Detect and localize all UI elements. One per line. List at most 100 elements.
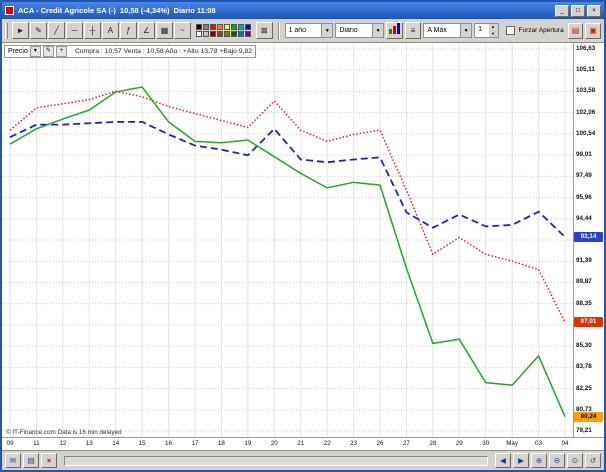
bottom-toolbar: ✉ ▤ × ◀ ▶ ⊕ ⊖ ⊙ ↺ — [2, 450, 604, 470]
palette-swatch[interactable] — [195, 24, 202, 30]
date-label: 28 — [429, 440, 437, 447]
line-tool[interactable]: ╱ — [47, 22, 65, 39]
series-comparison-red — [9, 90, 566, 323]
time-axis[interactable]: 09 11 12 13 14 15 16 17 18 19 20 21 22 23 26 27 28 29 30 Ma… — [2, 437, 604, 450]
palette-swatch[interactable] — [202, 24, 209, 30]
horizontal-scrollbar[interactable] — [64, 455, 488, 466]
trash-button[interactable]: ⊠ — [255, 22, 273, 39]
price-tick-label: 85,30 — [576, 342, 592, 350]
zoom-fit-icon: ⊙ — [571, 455, 579, 465]
legend-edit-button[interactable]: ✎ — [42, 46, 54, 57]
pen-tool[interactable]: ✎ — [29, 22, 47, 39]
interval-spinner[interactable]: 1 ▲ ▼ — [474, 23, 499, 38]
email-button[interactable]: ✉ — [5, 453, 21, 468]
last-price-tag: 87,01 — [574, 317, 603, 328]
force-open-checkbox[interactable] — [505, 26, 515, 35]
maximize-button[interactable]: □ — [571, 4, 585, 17]
toolbar-separator — [277, 21, 280, 40]
indicator-button[interactable]: ≡ — [404, 22, 422, 39]
window-mode: Diario 11:08 — [173, 6, 216, 15]
price-tick-label: 88,35 — [576, 299, 592, 307]
palette-swatch[interactable] — [230, 24, 237, 30]
palette-swatch[interactable] — [202, 31, 209, 37]
date-label: 15 — [138, 440, 146, 447]
price-tick-label: 106,63 — [576, 44, 596, 52]
channel-tool[interactable]: ∠ — [137, 22, 155, 39]
scroll-right-button[interactable]: ▶ — [513, 453, 529, 468]
range-select[interactable]: 1 año ▼ — [284, 23, 334, 38]
legend-dropdown-button[interactable]: ▾ — [29, 46, 41, 57]
horizontal-line-tool-icon: ─ — [71, 25, 78, 35]
date-label: 18 — [217, 440, 225, 447]
date-label: 29 — [455, 440, 463, 447]
fibonacci-tool-icon: ƒ — [126, 25, 131, 35]
palette-swatch[interactable] — [223, 24, 230, 30]
trash-icon: ⊠ — [260, 25, 268, 35]
spinner-up-icon[interactable]: ▲ — [488, 24, 498, 31]
detach-button[interactable]: ▣ — [585, 22, 601, 39]
palette-swatch[interactable] — [209, 24, 216, 30]
zoom-in-button[interactable]: ⊕ — [531, 453, 547, 468]
toolbar-grip[interactable] — [5, 22, 8, 39]
alerts-icon: ▤ — [571, 26, 580, 35]
crosshair-tool-icon: ┼ — [89, 25, 96, 35]
chevron-down-icon: ▼ — [460, 24, 472, 37]
text-tool[interactable]: A — [101, 22, 119, 39]
palette-swatch[interactable] — [237, 24, 244, 30]
minimize-button[interactable]: _ — [555, 4, 569, 17]
price-chart[interactable]: Precio ▾ ✎ + Compra : 10,57 Venta : 10,5… — [2, 43, 574, 437]
grid-tool[interactable]: ▦ — [155, 22, 173, 39]
zoom-fit-button[interactable]: ⊙ — [567, 453, 583, 468]
alerts-button[interactable]: ▤ — [567, 22, 584, 39]
wave-tool[interactable]: ~ — [173, 22, 191, 39]
date-label: 21 — [297, 440, 305, 447]
period-select[interactable]: Diario ▼ — [335, 23, 385, 38]
detach-icon: ▣ — [589, 26, 597, 35]
close-button[interactable]: × — [587, 4, 601, 17]
date-label: 04 — [561, 440, 569, 447]
scroll-left-button[interactable]: ◀ — [495, 453, 511, 468]
palette-swatch[interactable] — [244, 31, 251, 37]
palette-swatch[interactable] — [223, 31, 230, 37]
date-label: 23 — [350, 440, 358, 447]
window-title: ACA - Credit Agricole SA (-) — [18, 6, 116, 15]
date-label: 20 — [270, 440, 278, 447]
spinner-arrows[interactable]: ▲ ▼ — [488, 24, 498, 37]
palette-swatch[interactable] — [216, 24, 223, 30]
chevron-down-icon: ▼ — [372, 24, 384, 37]
zoom-reset-button[interactable]: ↺ — [585, 453, 601, 468]
palette-swatch[interactable] — [244, 24, 251, 30]
chart-style-button[interactable] — [386, 22, 403, 39]
fibonacci-tool[interactable]: ƒ — [119, 22, 137, 39]
zoom-in-icon: ⊕ — [535, 455, 543, 465]
window-price: 10,58 (-4,34%) — [119, 6, 170, 15]
title-bar[interactable]: ACA - Credit Agricole SA (-) 10,58 (-4,3… — [2, 2, 604, 19]
palette-swatch[interactable] — [216, 31, 223, 37]
date-label: 30 — [482, 440, 490, 447]
date-label: 13 — [85, 440, 93, 447]
scale-select[interactable]: A Máx ▼ — [423, 23, 473, 38]
print-button[interactable]: ▤ — [23, 453, 39, 468]
date-label: 26 — [376, 440, 384, 447]
crosshair-tool[interactable]: ┼ — [83, 22, 101, 39]
palette-swatch[interactable] — [230, 31, 237, 37]
pointer-tool[interactable]: ► — [11, 22, 29, 39]
palette-swatch[interactable] — [237, 31, 244, 37]
palette-swatch[interactable] — [209, 31, 216, 37]
price-axis[interactable]: 106,63 105,11 103,58 102,06 100,54 99,01 97,49… — [574, 43, 604, 437]
pointer-tool-icon: ► — [16, 25, 25, 35]
copyright-notice: © IT-Finance.com Data is 16 min delayed — [6, 429, 122, 436]
horizontal-line-tool[interactable]: ─ — [65, 22, 83, 39]
spinner-down-icon[interactable]: ▼ — [488, 30, 498, 37]
delete-button[interactable]: × — [41, 453, 57, 468]
price-tick-label: 91,39 — [576, 257, 592, 265]
price-tick-label: 79,21 — [576, 427, 592, 434]
series-comparison-blue — [9, 120, 566, 238]
zoom-out-button[interactable]: ⊖ — [549, 453, 565, 468]
last-price-tag: 80,24 — [574, 411, 603, 422]
palette-swatch[interactable] — [195, 31, 202, 37]
price-tick-label: 103,58 — [576, 87, 596, 95]
legend-add-button[interactable]: + — [55, 46, 67, 57]
